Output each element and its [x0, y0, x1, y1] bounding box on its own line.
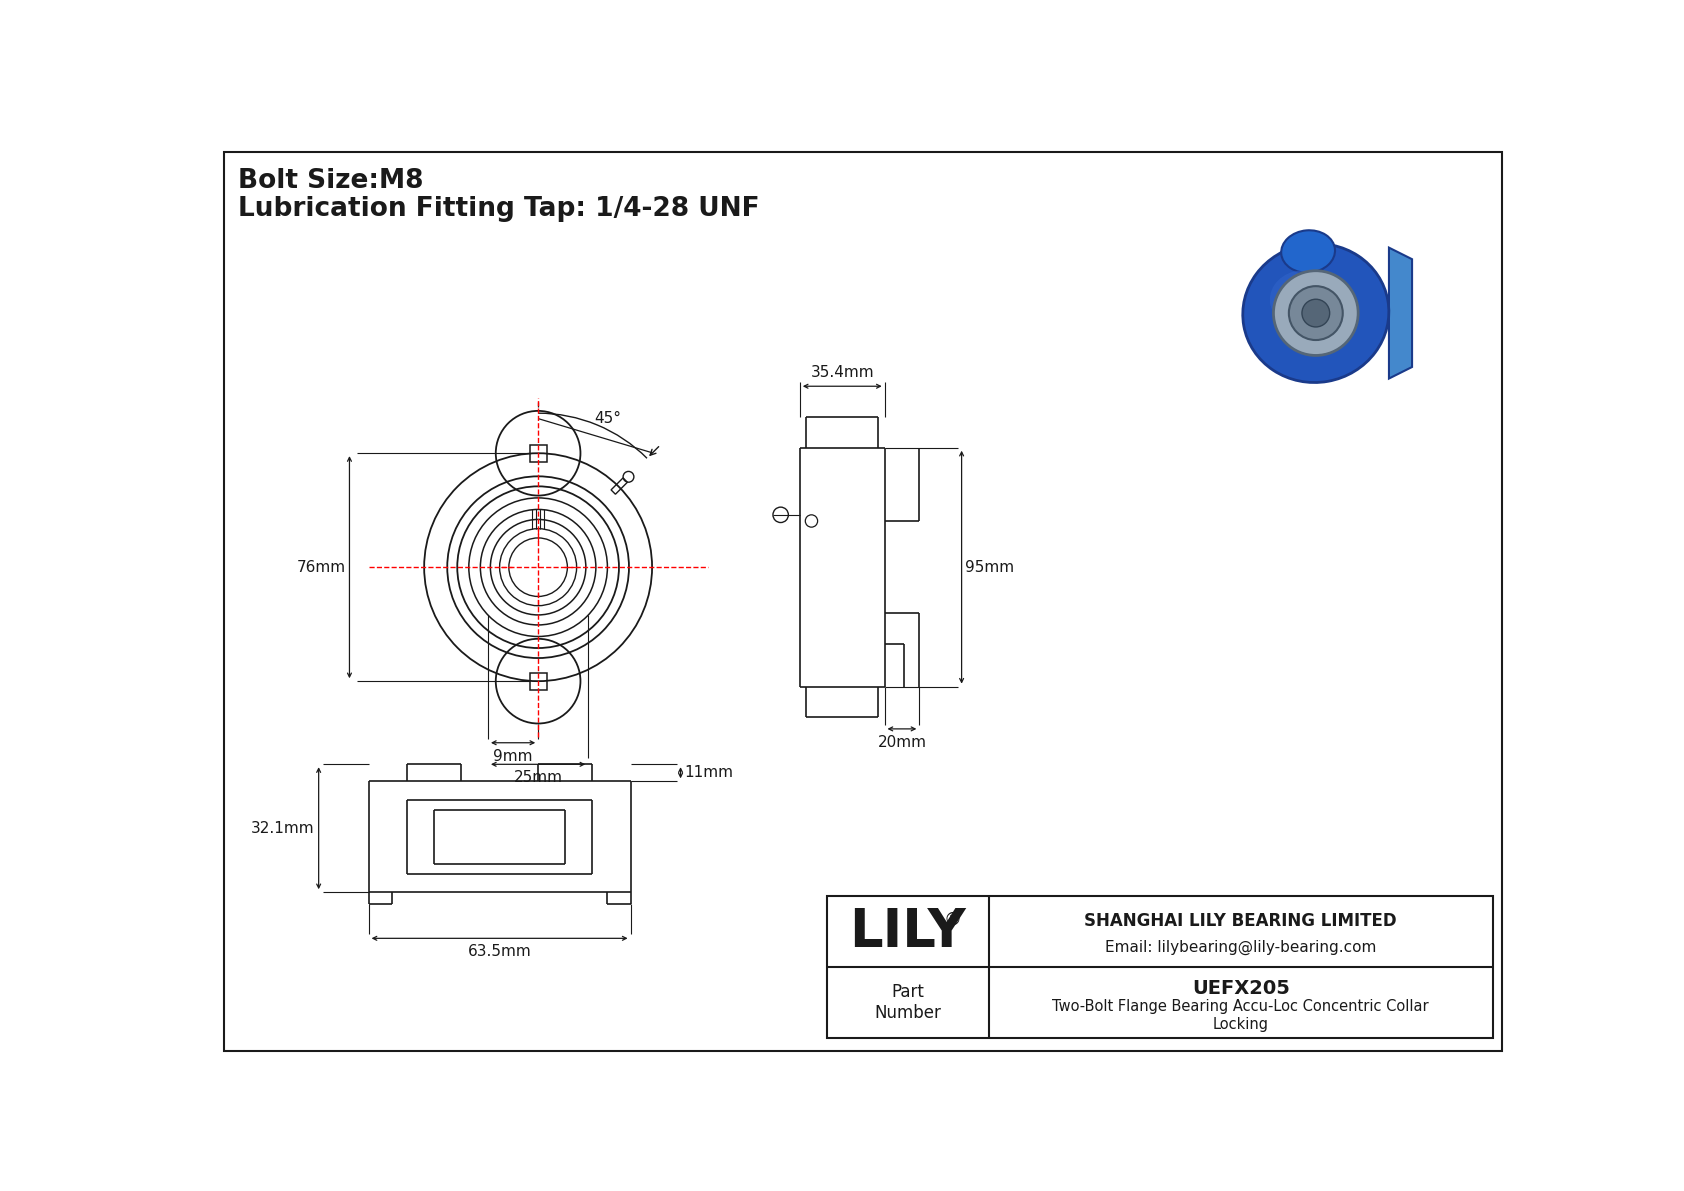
Text: 76mm: 76mm	[296, 560, 345, 575]
Polygon shape	[1389, 248, 1413, 379]
Circle shape	[1302, 299, 1330, 328]
Bar	[530, 673, 547, 690]
Text: 11mm: 11mm	[684, 766, 734, 780]
Circle shape	[1273, 270, 1359, 355]
Text: Bolt Size:M8: Bolt Size:M8	[237, 168, 423, 194]
Text: Lubrication Fitting Tap: 1/4-28 UNF: Lubrication Fitting Tap: 1/4-28 UNF	[237, 197, 759, 222]
Text: LILY: LILY	[849, 905, 967, 958]
Text: 20mm: 20mm	[877, 735, 926, 750]
Text: 35.4mm: 35.4mm	[810, 366, 874, 380]
Text: 25mm: 25mm	[514, 771, 562, 786]
Text: Two-Bolt Flange Bearing Accu-Loc Concentric Collar
Locking: Two-Bolt Flange Bearing Accu-Loc Concent…	[1052, 999, 1430, 1031]
Text: SHANGHAI LILY BEARING LIMITED: SHANGHAI LILY BEARING LIMITED	[1084, 912, 1398, 930]
Text: 32.1mm: 32.1mm	[251, 821, 315, 836]
Circle shape	[1288, 286, 1342, 341]
Text: Part
Number: Part Number	[874, 984, 941, 1022]
Text: UEFX205: UEFX205	[1192, 979, 1290, 998]
Text: 63.5mm: 63.5mm	[468, 944, 532, 960]
Text: Email: lilybearing@lily-bearing.com: Email: lilybearing@lily-bearing.com	[1105, 940, 1376, 955]
Ellipse shape	[1270, 270, 1330, 325]
Text: 45°: 45°	[594, 411, 621, 426]
Text: ®: ®	[943, 911, 962, 929]
Bar	[530, 444, 547, 462]
Bar	[827, 896, 1494, 1039]
Text: 9mm: 9mm	[493, 749, 532, 763]
Text: 95mm: 95mm	[965, 560, 1014, 575]
Ellipse shape	[1282, 230, 1335, 273]
Ellipse shape	[1243, 244, 1389, 382]
